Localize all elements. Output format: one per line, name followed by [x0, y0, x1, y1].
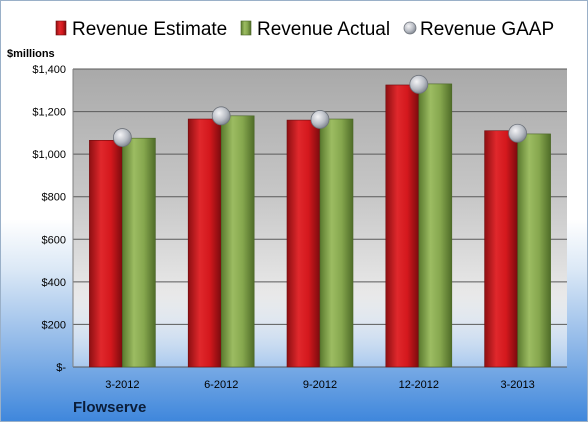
y-tick-label: $200	[42, 319, 66, 331]
legend-revenue-estimate-label: Revenue Estimate	[72, 19, 227, 40]
legend-revenue-actual-swatch	[240, 20, 252, 36]
y-tick-label: $600	[42, 234, 66, 246]
marker-revenue-gaap	[508, 123, 527, 143]
x-tick-label: 6-2012	[204, 379, 238, 391]
bar-revenue-estimate	[89, 140, 123, 368]
bar-revenue-actual	[122, 137, 156, 368]
bar-revenue-estimate	[484, 130, 518, 368]
marker-revenue-gaap	[113, 128, 132, 147]
bar-revenue-estimate	[286, 119, 321, 368]
x-tick-label: 3-2012	[105, 379, 139, 391]
bar-revenue-actual	[517, 133, 551, 368]
bar-revenue-actual	[319, 118, 354, 368]
y-tick-label: $800	[42, 192, 66, 204]
y-axis-ticks: $- $200 $400 $600 $800 $1,000 $1,200 $1,400	[32, 64, 66, 374]
marker-revenue-gaap	[310, 110, 330, 129]
gaap-markers	[113, 74, 527, 147]
bar-revenue-actual	[418, 83, 453, 368]
x-tick-label: 9-2012	[303, 379, 337, 391]
y-tick-label: $400	[42, 277, 66, 289]
legend: Revenue Estimate Revenue Actual Revenue GA…	[55, 19, 554, 40]
bars	[89, 83, 551, 368]
y-tick-label: $-	[56, 362, 66, 374]
bar-revenue-estimate	[385, 84, 420, 368]
marker-revenue-gaap	[409, 74, 429, 94]
marker-revenue-gaap	[211, 106, 231, 126]
x-tick-label: 3-2013	[500, 379, 534, 391]
bar-revenue-estimate	[187, 118, 222, 368]
bar-revenue-actual	[220, 115, 255, 368]
legend-revenue-gaap-swatch	[403, 21, 417, 35]
y-tick-label: $1,000	[32, 149, 66, 161]
x-tick-label: 12-2012	[399, 379, 439, 391]
y-tick-label: $1,400	[32, 64, 66, 76]
legend-revenue-gaap-label: Revenue GAAP	[420, 19, 554, 40]
legend-revenue-actual-label: Revenue Actual	[257, 19, 390, 40]
company-name: Flowserve	[73, 399, 146, 416]
y-tick-label: $1,200	[32, 107, 66, 119]
legend-revenue-estimate-swatch	[55, 20, 67, 36]
y-axis-unit-label: $millions	[7, 48, 55, 60]
x-axis-ticks: 3-2012 6-2012 9-2012 12-2012 3-2013	[105, 379, 534, 391]
